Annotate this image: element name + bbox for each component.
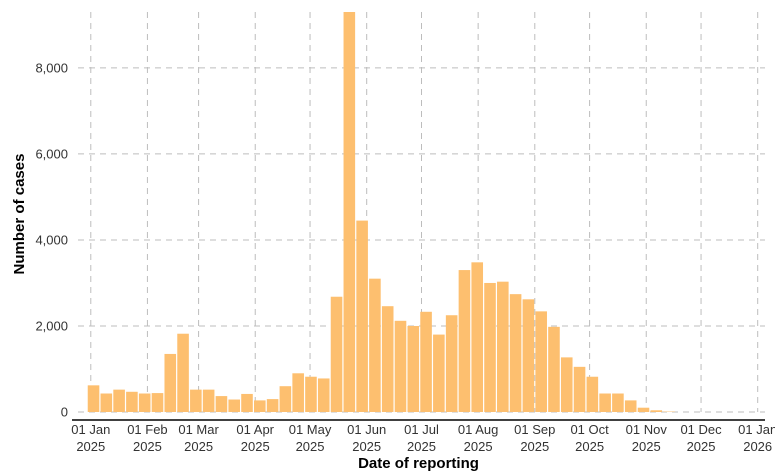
x-tick-label: 01 Apr	[236, 422, 274, 437]
x-tick-year-label: 2025	[133, 439, 162, 454]
x-tick-year-label: 2025	[464, 439, 493, 454]
x-tick-labels: 01 Jan 2025 01 Feb 2025 01 Mar 2025 01 Apr 2025…	[71, 422, 775, 454]
bar	[343, 12, 356, 412]
x-tick-label: 01 Mar	[178, 422, 219, 437]
bar	[266, 399, 279, 412]
x-tick-label: 01 Nov	[626, 422, 668, 437]
y-tick-labels: 0 2,000 4,000 6,000 8,000	[35, 60, 68, 419]
bar	[241, 393, 253, 412]
bar	[138, 393, 151, 412]
bar	[586, 376, 599, 412]
bar	[100, 393, 113, 412]
bar	[407, 325, 420, 412]
bar	[292, 373, 304, 412]
x-tick-year-label: 2025	[687, 439, 716, 454]
x-tick-year-label: 2026	[743, 439, 772, 454]
x-tick-label: 01 Jul	[404, 422, 439, 437]
bar	[164, 353, 177, 412]
bar	[177, 333, 189, 412]
y-tick-label: 2,000	[35, 318, 68, 333]
bar	[87, 385, 100, 412]
bar	[420, 311, 432, 412]
x-tick-label: 01 Aug	[458, 422, 499, 437]
bar	[305, 376, 317, 412]
y-tick-label: 8,000	[35, 60, 68, 75]
bar	[560, 357, 573, 412]
bar	[637, 407, 650, 412]
x-tick-label: 01 Oct	[570, 422, 609, 437]
bar	[509, 294, 522, 412]
x-tick-year-label: 2025	[632, 439, 661, 454]
bar	[126, 391, 138, 412]
y-tick-label: 4,000	[35, 232, 68, 247]
x-axis-title: Date of reporting	[358, 455, 479, 472]
bar	[228, 399, 241, 412]
bar	[522, 299, 535, 412]
bar	[433, 334, 445, 412]
bar	[330, 296, 343, 412]
bar	[369, 278, 381, 412]
x-tick-label: 01 Jan	[738, 422, 775, 437]
bar	[535, 311, 547, 412]
bar	[548, 326, 560, 412]
x-tick-label: 01 Feb	[127, 422, 167, 437]
x-tick-year-label: 2025	[296, 439, 325, 454]
x-tick-label: 01 Dec	[680, 422, 722, 437]
x-tick-label: 01 May	[289, 422, 332, 437]
y-axis-title: Number of cases	[11, 154, 28, 275]
x-tick-year-label: 2025	[407, 439, 436, 454]
bar	[624, 400, 637, 412]
bar	[202, 389, 215, 412]
x-tick-year-label: 2025	[184, 439, 213, 454]
bar	[356, 220, 368, 412]
bar	[317, 378, 330, 412]
bar	[254, 400, 266, 412]
bar	[650, 410, 663, 412]
y-tick-label: 0	[61, 405, 68, 420]
bar	[471, 262, 484, 412]
bar	[151, 393, 164, 412]
bar	[394, 320, 407, 412]
x-tick-label: 01 Jun	[347, 422, 386, 437]
bar	[497, 281, 509, 412]
bar	[573, 366, 586, 412]
bar	[458, 270, 471, 412]
bar	[190, 389, 202, 412]
bar	[445, 315, 458, 412]
bar	[279, 386, 292, 412]
bars	[87, 12, 675, 412]
bar	[215, 396, 228, 412]
bar	[113, 389, 125, 412]
x-tick-year-label: 2025	[352, 439, 381, 454]
x-tick-label: 01 Sep	[514, 422, 555, 437]
bar	[381, 306, 394, 412]
x-tick-year-label: 2025	[575, 439, 604, 454]
bar	[612, 393, 624, 412]
x-tick-year-label: 2025	[241, 439, 270, 454]
x-tick-year-label: 2025	[76, 439, 105, 454]
x-tick-label: 01 Jan	[71, 422, 110, 437]
y-tick-label: 6,000	[35, 146, 68, 161]
bar	[599, 393, 611, 412]
bar	[484, 282, 496, 412]
x-tick-year-label: 2025	[520, 439, 549, 454]
